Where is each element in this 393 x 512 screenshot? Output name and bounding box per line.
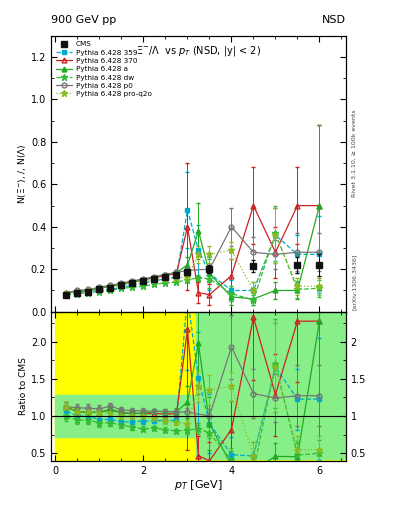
Legend: CMS, Pythia 6.428 359, Pythia 6.428 370, Pythia 6.428 a, Pythia 6.428 dw, Pythia: CMS, Pythia 6.428 359, Pythia 6.428 370,… [55, 39, 153, 99]
Y-axis label: Ratio to CMS: Ratio to CMS [19, 357, 28, 415]
X-axis label: $p_{T}$ [GeV]: $p_{T}$ [GeV] [174, 478, 223, 493]
Text: NSD: NSD [322, 15, 346, 25]
Y-axis label: N($\Xi^{-}$), /, N($\Lambda$): N($\Xi^{-}$), /, N($\Lambda$) [16, 143, 28, 204]
Text: Rivet 3.1.10, ≥ 100k events: Rivet 3.1.10, ≥ 100k events [352, 110, 357, 198]
Text: [arXiv:1306.3436]: [arXiv:1306.3436] [352, 253, 357, 310]
Text: 900 GeV pp: 900 GeV pp [51, 15, 116, 25]
Text: $\Xi^{-}/\Lambda$  vs $p_{T}$ (NSD, |y| < 2): $\Xi^{-}/\Lambda$ vs $p_{T}$ (NSD, |y| <… [136, 44, 261, 58]
